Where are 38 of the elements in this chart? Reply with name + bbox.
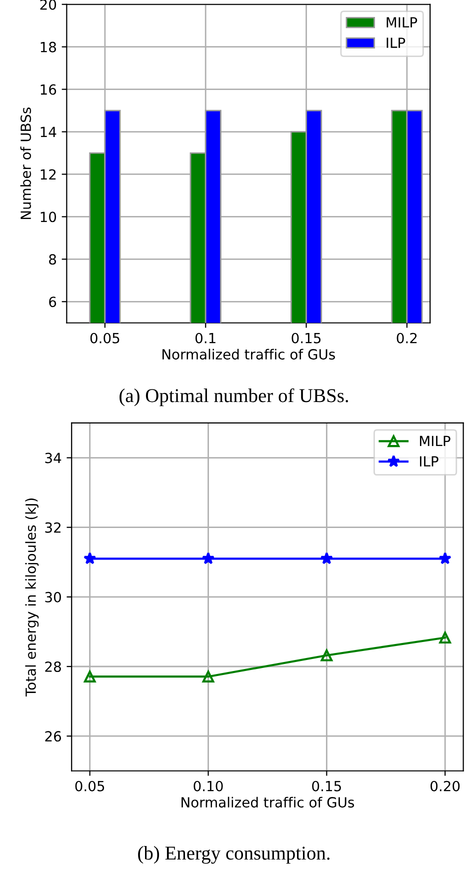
point bbox=[320, 649, 333, 662]
x-tick-label: 0.1 bbox=[195, 332, 216, 344]
point bbox=[84, 552, 96, 564]
x-tick-label: 0.15 bbox=[312, 780, 341, 792]
y-tick-label: 32 bbox=[45, 522, 60, 533]
y-tick-label: 12 bbox=[40, 169, 56, 180]
x-axis-title: Normalized traffic of GUs bbox=[182, 796, 354, 808]
point bbox=[320, 552, 333, 564]
text: (a) Optimal number of UBSs. bbox=[120, 388, 348, 406]
y-tick-label: 8 bbox=[49, 254, 56, 265]
y-tick-label: 26 bbox=[45, 731, 62, 742]
point bbox=[84, 670, 96, 682]
y-tick-label: 14 bbox=[40, 126, 56, 138]
x-tick-label: 0.20 bbox=[430, 780, 460, 792]
point bbox=[439, 632, 451, 644]
point bbox=[202, 670, 214, 682]
y-tick-label: 6 bbox=[49, 296, 56, 308]
legend-label: ILP bbox=[386, 38, 406, 48]
legend-label: MILP bbox=[386, 17, 418, 28]
x-tick-label: 0.15 bbox=[292, 332, 321, 344]
text: (b) Energy consumption. bbox=[138, 846, 330, 864]
y-tick-label: 30 bbox=[45, 592, 61, 602]
y-tick-label: 34 bbox=[45, 452, 62, 464]
x-tick-label: 0.05 bbox=[75, 780, 104, 792]
legend-label: MILP bbox=[420, 436, 450, 446]
x-axis-title: Normalized traffic of GUs bbox=[162, 348, 335, 360]
point bbox=[438, 552, 452, 564]
x-tick-label: 0.10 bbox=[194, 780, 223, 792]
point bbox=[202, 552, 215, 564]
y-tick-label: 18 bbox=[40, 42, 56, 52]
y-tick-label: 28 bbox=[45, 661, 61, 672]
y-tick-label: 10 bbox=[40, 212, 56, 222]
x-tick-label: 0.05 bbox=[90, 332, 120, 344]
y-tick-label: 16 bbox=[40, 84, 56, 95]
x-tick-label: 0.2 bbox=[396, 332, 417, 344]
y-axis-title: Total energy in kilojoules (kJ) bbox=[25, 498, 39, 697]
y-axis-title: Number of UBSs bbox=[20, 108, 32, 220]
legend-label: ILP bbox=[420, 456, 438, 466]
